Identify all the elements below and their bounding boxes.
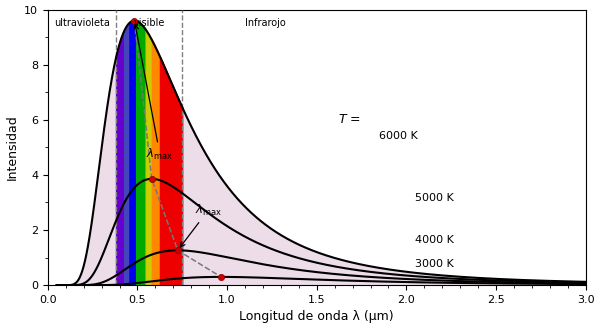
Text: 4000 K: 4000 K xyxy=(415,235,454,245)
Text: 3000 K: 3000 K xyxy=(415,260,454,269)
Text: $\lambda_{\max}$: $\lambda_{\max}$ xyxy=(180,203,222,247)
Text: $T$ =: $T$ = xyxy=(338,113,361,126)
Text: 5000 K: 5000 K xyxy=(415,193,454,203)
Text: 6000 K: 6000 K xyxy=(379,131,418,141)
Y-axis label: Intensidad: Intensidad xyxy=(5,114,19,180)
Text: $\lambda_{\max}$: $\lambda_{\max}$ xyxy=(134,25,173,163)
Text: ultravioleta: ultravioleta xyxy=(54,18,110,28)
Text: Infrarojo: Infrarojo xyxy=(245,18,286,28)
X-axis label: Longitud de onda λ (μm): Longitud de onda λ (μm) xyxy=(239,311,394,323)
Text: visible: visible xyxy=(133,18,165,28)
